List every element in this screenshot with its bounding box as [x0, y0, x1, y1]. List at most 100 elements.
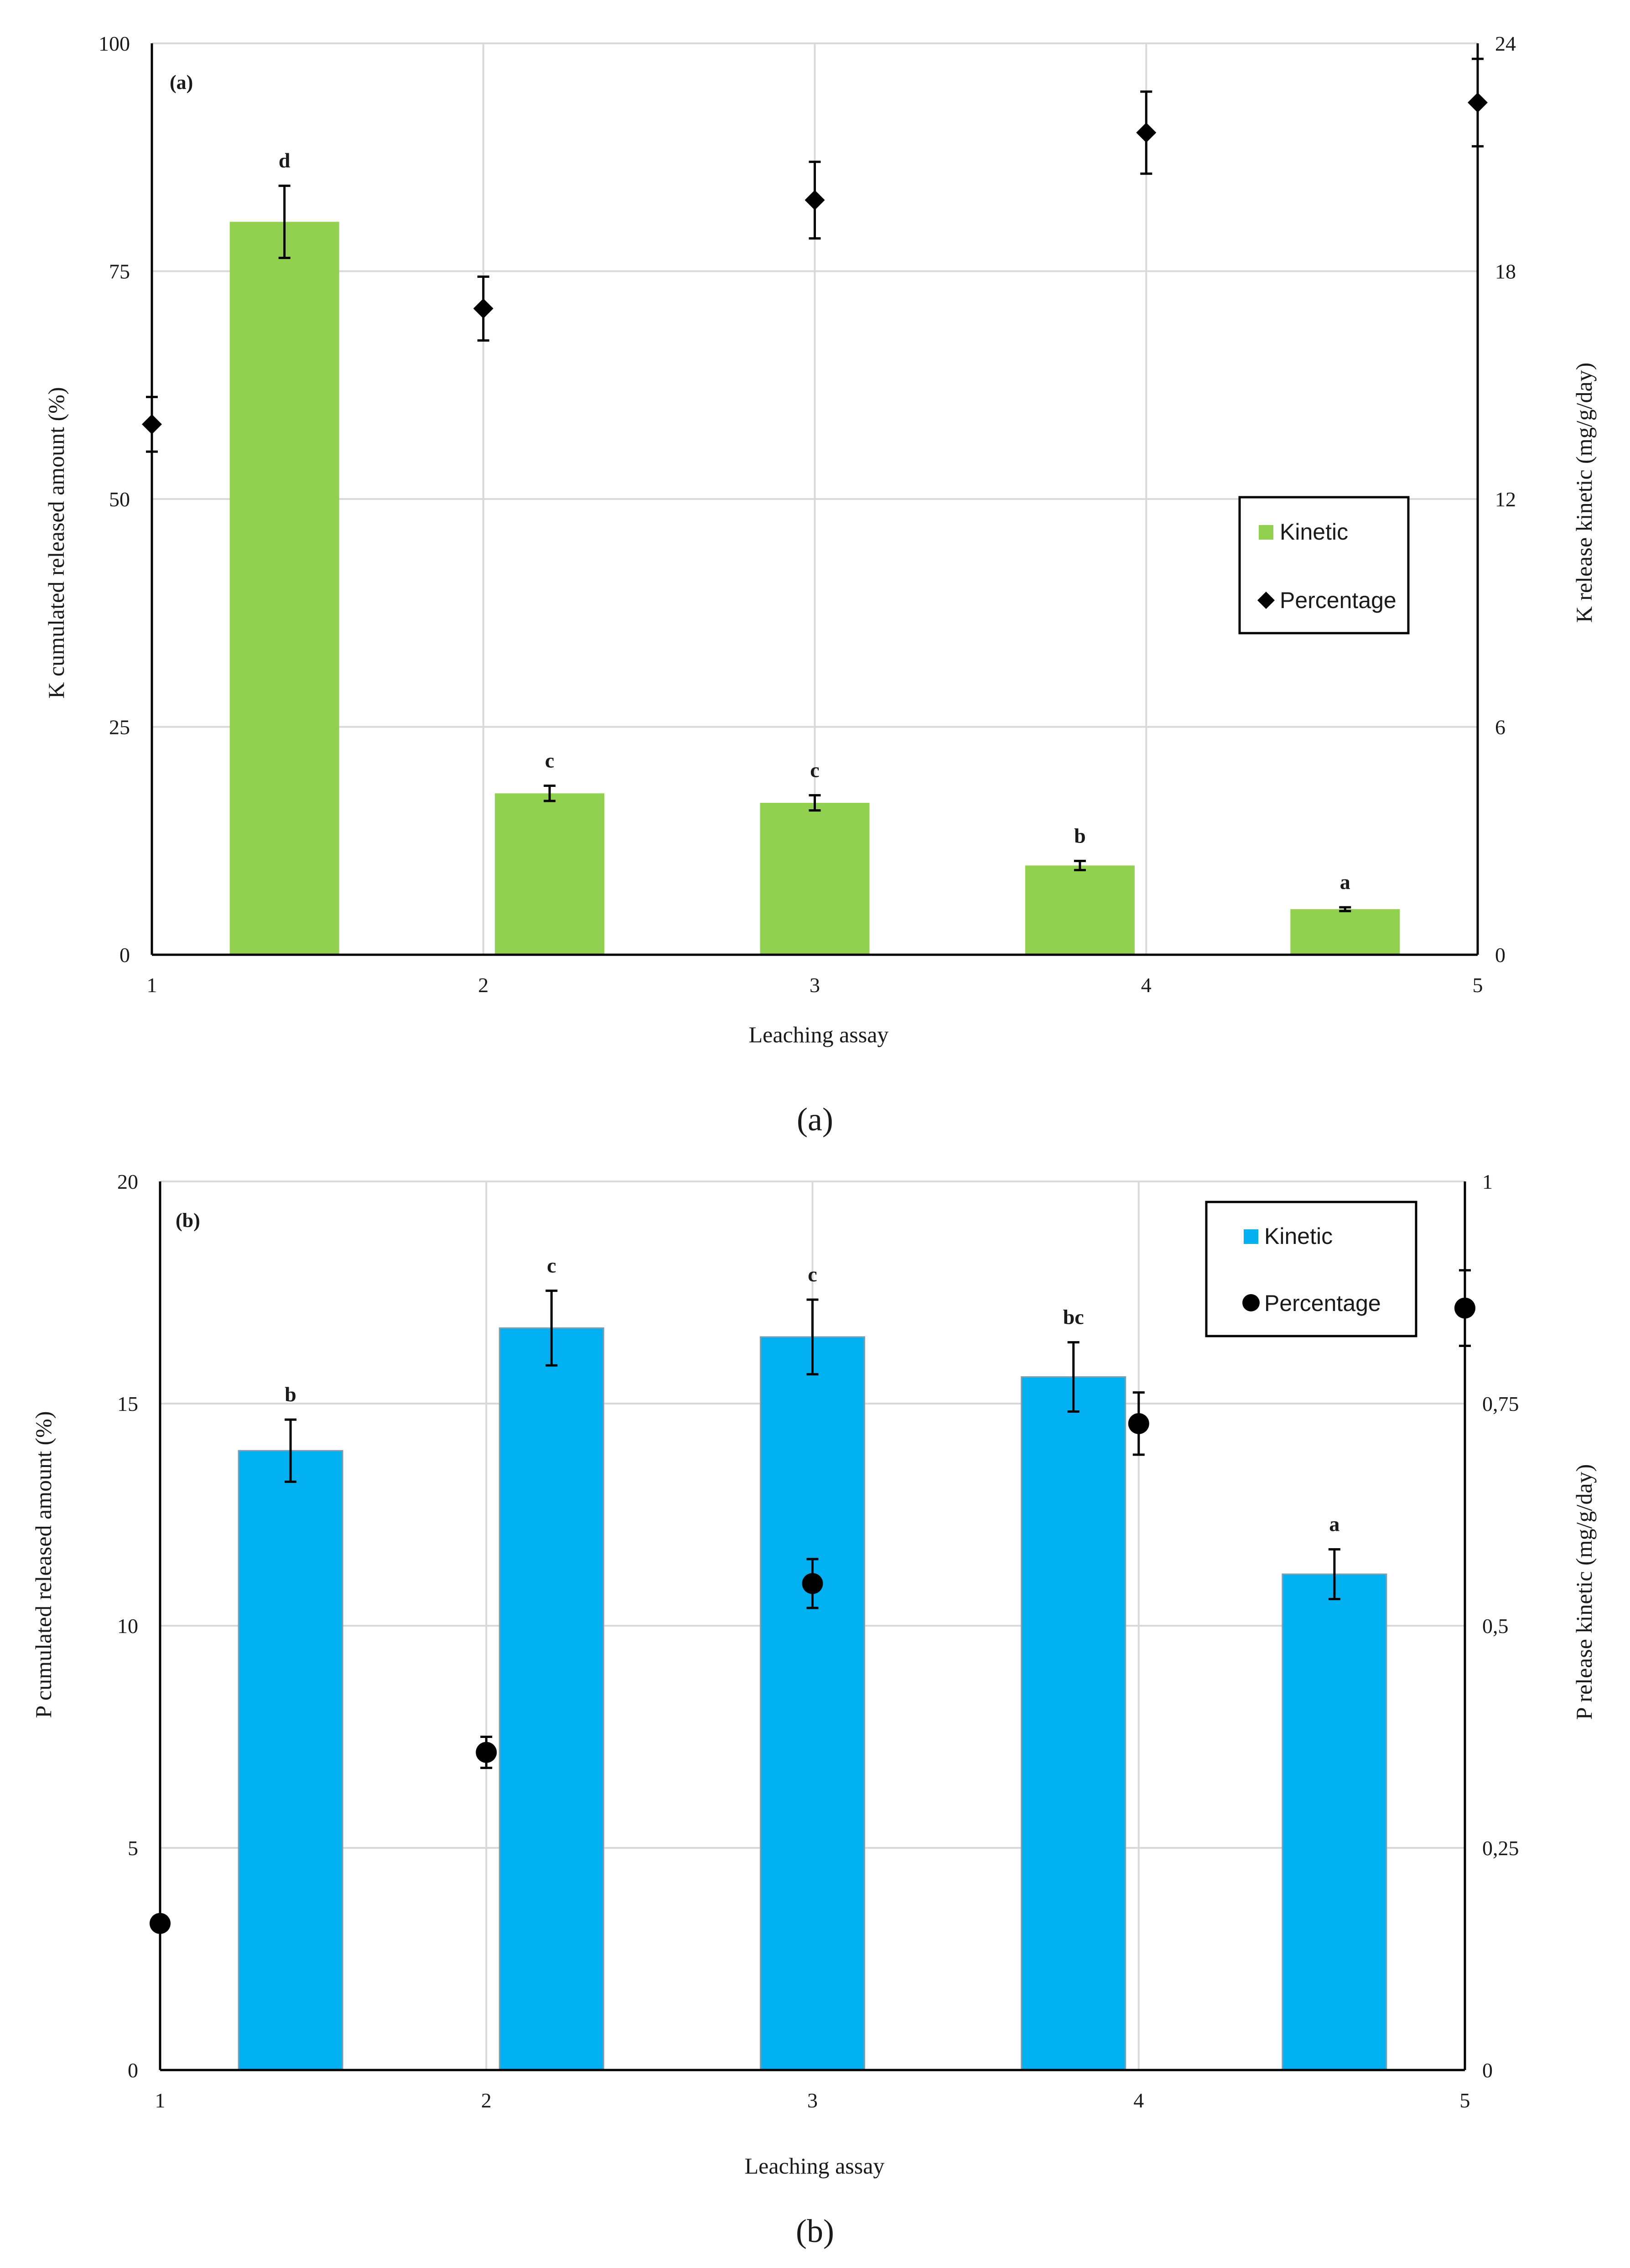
panel-a-left-tick-label: 75 — [109, 260, 130, 283]
panel-a-significance-letters: d c c b a — [279, 149, 1350, 894]
panel-a-significance-letter: c — [545, 749, 554, 772]
panel-a-tag: (a) — [170, 71, 193, 94]
panel-a-right-tick-label: 12 — [1495, 488, 1516, 511]
panel-b-tag: (b) — [176, 1209, 200, 1232]
panel-a-axes — [151, 43, 1479, 956]
panel-b-left-tick-label: 10 — [117, 1614, 138, 1638]
panel-b-right-axis-title: P release kinetic (mg/g/day) — [1571, 1464, 1597, 1720]
panel-a-right-tick-label: 0 — [1495, 943, 1505, 967]
panel-b-legend-kinetic-swatch — [1244, 1229, 1258, 1244]
panel-a-x-tick-label: 2 — [478, 973, 488, 997]
panel-a-right-tick-label: 18 — [1495, 260, 1516, 283]
panel-b-x-tick-label: 2 — [481, 2089, 492, 2112]
panel-a-right-tick-label: 24 — [1495, 32, 1516, 55]
panel-a-left-axis-title: K cumulated released amount (%) — [43, 387, 69, 698]
panel-b-significance-letter: b — [285, 1383, 296, 1406]
panel-b-kinetic-error-bar — [545, 1290, 558, 1367]
panel-b-kinetic-bar — [1021, 1376, 1126, 2071]
panel-b-kinetic-bar — [760, 1336, 865, 2071]
panel-a-legend-kinetic-label: Kinetic — [1280, 519, 1348, 545]
panel-b-left-tick-label: 20 — [117, 1170, 138, 1193]
panel-b-legend-percentage-marker — [1242, 1294, 1260, 1311]
panel-b-significance-letter: bc — [1063, 1306, 1084, 1329]
panel-b-legend-kinetic-label: Kinetic — [1264, 1223, 1333, 1249]
panel-b-bars — [238, 1327, 1387, 2071]
panel-a-kinetic-bar — [760, 803, 870, 955]
panel-b-significance-letter: c — [547, 1254, 556, 1277]
panel-b-x-axis-title: Leaching assay — [745, 2153, 885, 2179]
panel-b-right-tick-label: 1 — [1482, 1170, 1493, 1193]
panel-a-x-tick-label: 1 — [147, 973, 157, 997]
panel-b-legend: Kinetic Percentage — [1205, 1201, 1417, 1337]
panel-b-x-tick-label: 5 — [1460, 2089, 1470, 2112]
panel-b-x-tick-label: 1 — [155, 2089, 166, 2112]
panel-a-kinetic-bar — [1290, 909, 1400, 955]
panel-a-left-tick-label: 100 — [99, 32, 130, 55]
panel-a-kinetic-bar — [495, 793, 605, 955]
panel-b-x-tick-label: 3 — [807, 2089, 818, 2112]
panel-a-kinetic-bar — [229, 222, 339, 955]
panel-b-right-tick-label: 0,5 — [1482, 1614, 1509, 1638]
panel-b-x-tick-label: 4 — [1133, 2089, 1144, 2112]
panel-a-bar-error-bars — [278, 184, 1351, 912]
panel-a-kinetic-error-bar — [1074, 859, 1086, 871]
panel-a-left-tick-label: 25 — [109, 716, 130, 739]
panel-b-kinetic-bar — [498, 1327, 604, 2071]
panel-a-left-tick-label: 0 — [119, 943, 130, 967]
panel-a-kinetic-bar — [1025, 865, 1135, 955]
panel-b-kinetic-bar — [1282, 1573, 1387, 2071]
panel-a-right-tick-label: 6 — [1495, 716, 1505, 739]
panel-b-kinetic-bar — [238, 1450, 343, 2071]
panel-a-legend-percentage-marker — [1257, 592, 1275, 609]
panel-a-percentage-point — [1136, 90, 1157, 175]
panel-b-left-tick-label: 0 — [128, 2059, 138, 2082]
panel-a-percentage-point — [805, 161, 825, 240]
panel-a-significance-letter: a — [1340, 870, 1350, 894]
panel-a-left-tick-label: 50 — [109, 488, 130, 511]
panel-b-percentage-point — [476, 1736, 497, 1769]
panel-a-legend: Kinetic Percentage — [1238, 496, 1410, 635]
panel-a-caption: (a) — [797, 1101, 833, 1138]
panel-a-legend-percentage-label: Percentage — [1280, 588, 1396, 613]
panel-b-right-tick-label: 0 — [1482, 2059, 1493, 2082]
panel-a-legend-box — [1238, 496, 1410, 635]
panel-b-kinetic-error-bar — [806, 1298, 819, 1376]
panel-a-legend-kinetic-swatch — [1259, 525, 1273, 540]
panel-a-kinetic-error-bar — [1339, 906, 1351, 912]
panel-a-bars — [229, 222, 1400, 955]
panel-b-left-tick-label: 5 — [128, 1836, 138, 1860]
panel-a-significance-letter: d — [279, 149, 291, 172]
panel-a-kinetic-error-bar — [544, 785, 556, 802]
panel-a-kinetic-error-bar — [278, 184, 291, 259]
panel-a-percentage-point — [473, 275, 493, 342]
panel-b-left-tick-label: 15 — [117, 1392, 138, 1415]
panel-b-percentage-point — [802, 1558, 823, 1609]
panel-a-x-tick-label: 3 — [810, 973, 820, 997]
panel-a-x-tick-label: 4 — [1141, 973, 1152, 997]
panel-b-bar-error-bars — [285, 1290, 1340, 1601]
panel-b-legend-percentage-label: Percentage — [1264, 1290, 1381, 1316]
panel-a-x-tick-label: 5 — [1473, 973, 1483, 997]
panel-b-right-tick-label: 0,25 — [1482, 1836, 1519, 1860]
panel-a-significance-letter: b — [1074, 824, 1086, 847]
panel-b-legend-box — [1205, 1201, 1417, 1337]
panel-b-kinetic-error-bar — [285, 1418, 297, 1483]
panel-b-left-axis-title: P cumulated released amount (%) — [31, 1411, 56, 1718]
panel-b-significance-letter: a — [1329, 1512, 1339, 1535]
panel-a-significance-letter: c — [810, 758, 819, 781]
panel-a-right-axis-title: K release kinetic (mg/g/day) — [1571, 363, 1597, 623]
panel-b-kinetic-error-bar — [1067, 1341, 1080, 1413]
panel-a-kinetic-error-bar — [809, 794, 821, 812]
panel-b-kinetic-error-bar — [1328, 1548, 1340, 1601]
panel-b-caption: (b) — [796, 2213, 834, 2249]
panel-b-right-tick-label: 0,75 — [1482, 1392, 1519, 1415]
panel-b-axes — [159, 1181, 1466, 2071]
panel-a-x-axis-title: Leaching assay — [749, 1022, 889, 1047]
